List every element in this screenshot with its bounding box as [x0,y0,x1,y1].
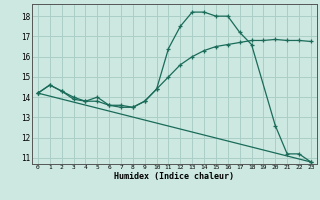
X-axis label: Humidex (Indice chaleur): Humidex (Indice chaleur) [115,172,234,181]
